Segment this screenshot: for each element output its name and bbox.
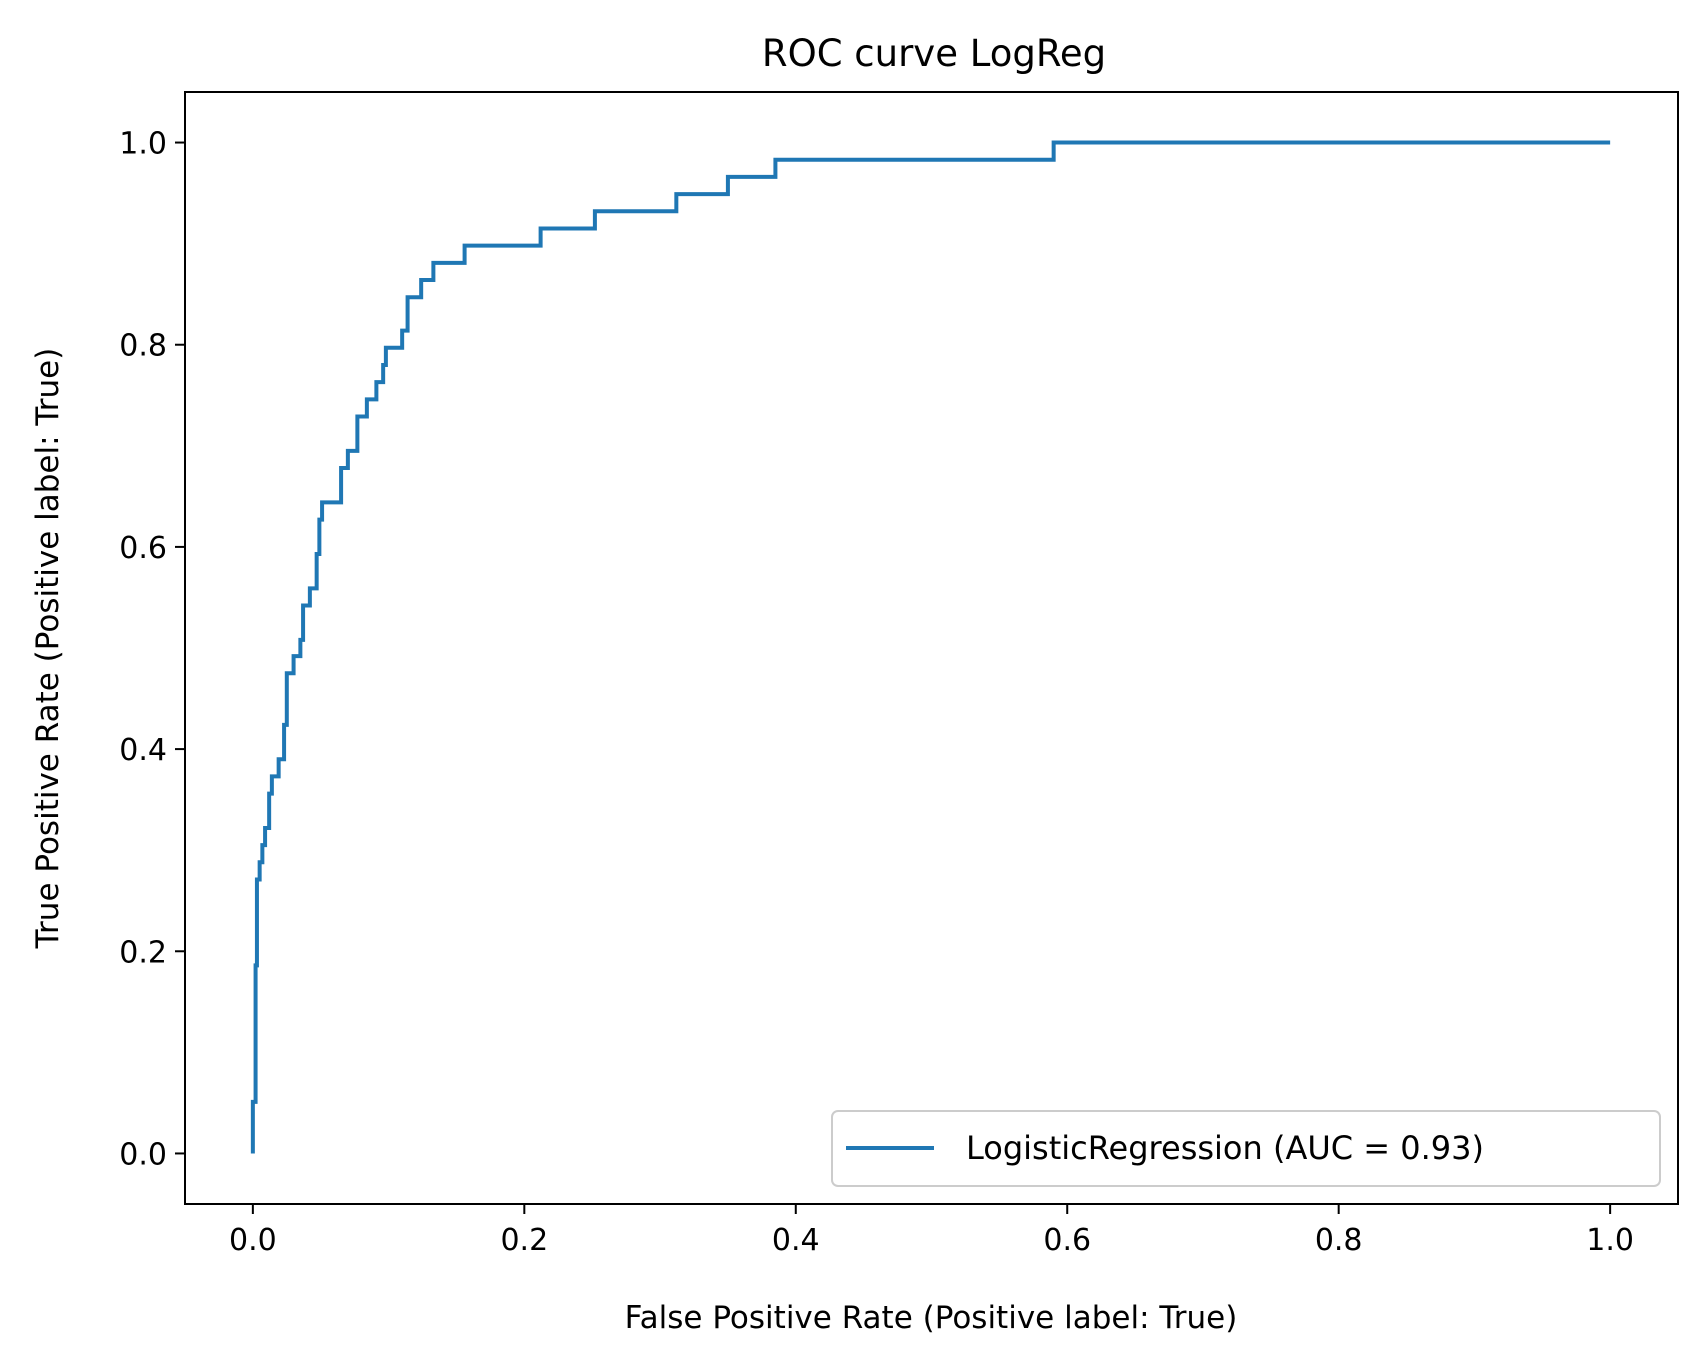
y-tick-label: 0.4 (119, 733, 167, 768)
y-axis-ticks: 0.0 0.2 0.4 0.6 0.8 1.0 (119, 127, 185, 1172)
legend-box (831, 1110, 1661, 1187)
x-tick-label: 0.4 (772, 1223, 820, 1258)
legend: LogisticRegression (AUC = 0.93) (831, 1110, 1661, 1187)
y-tick-label: 0.2 (119, 935, 167, 970)
y-axis-label: True Positive Rate (Positive label: True… (30, 348, 66, 950)
legend-label-logistic-regression: LogisticRegression (AUC = 0.93) (966, 1129, 1484, 1167)
plot-area (185, 92, 1678, 1204)
x-tick-label: 0.0 (229, 1223, 277, 1258)
y-tick-label: 0.6 (119, 531, 167, 566)
x-tick-label: 0.8 (1315, 1223, 1363, 1258)
y-tick-label: 0.0 (119, 1137, 167, 1172)
chart-title: ROC curve LogReg (762, 32, 1106, 75)
x-axis-label: False Positive Rate (Positive label: Tru… (625, 1300, 1238, 1336)
x-tick-label: 0.6 (1043, 1223, 1091, 1258)
x-tick-label: 1.0 (1586, 1223, 1634, 1258)
x-axis-ticks: 0.0 0.2 0.4 0.6 0.8 1.0 (229, 1204, 1634, 1258)
plot-frame (184, 91, 1679, 1205)
y-tick-label: 1.0 (119, 127, 167, 162)
roc-curve-line (250, 140, 1611, 1154)
x-tick-label: 0.2 (500, 1223, 548, 1258)
y-tick-label: 0.8 (119, 329, 167, 364)
